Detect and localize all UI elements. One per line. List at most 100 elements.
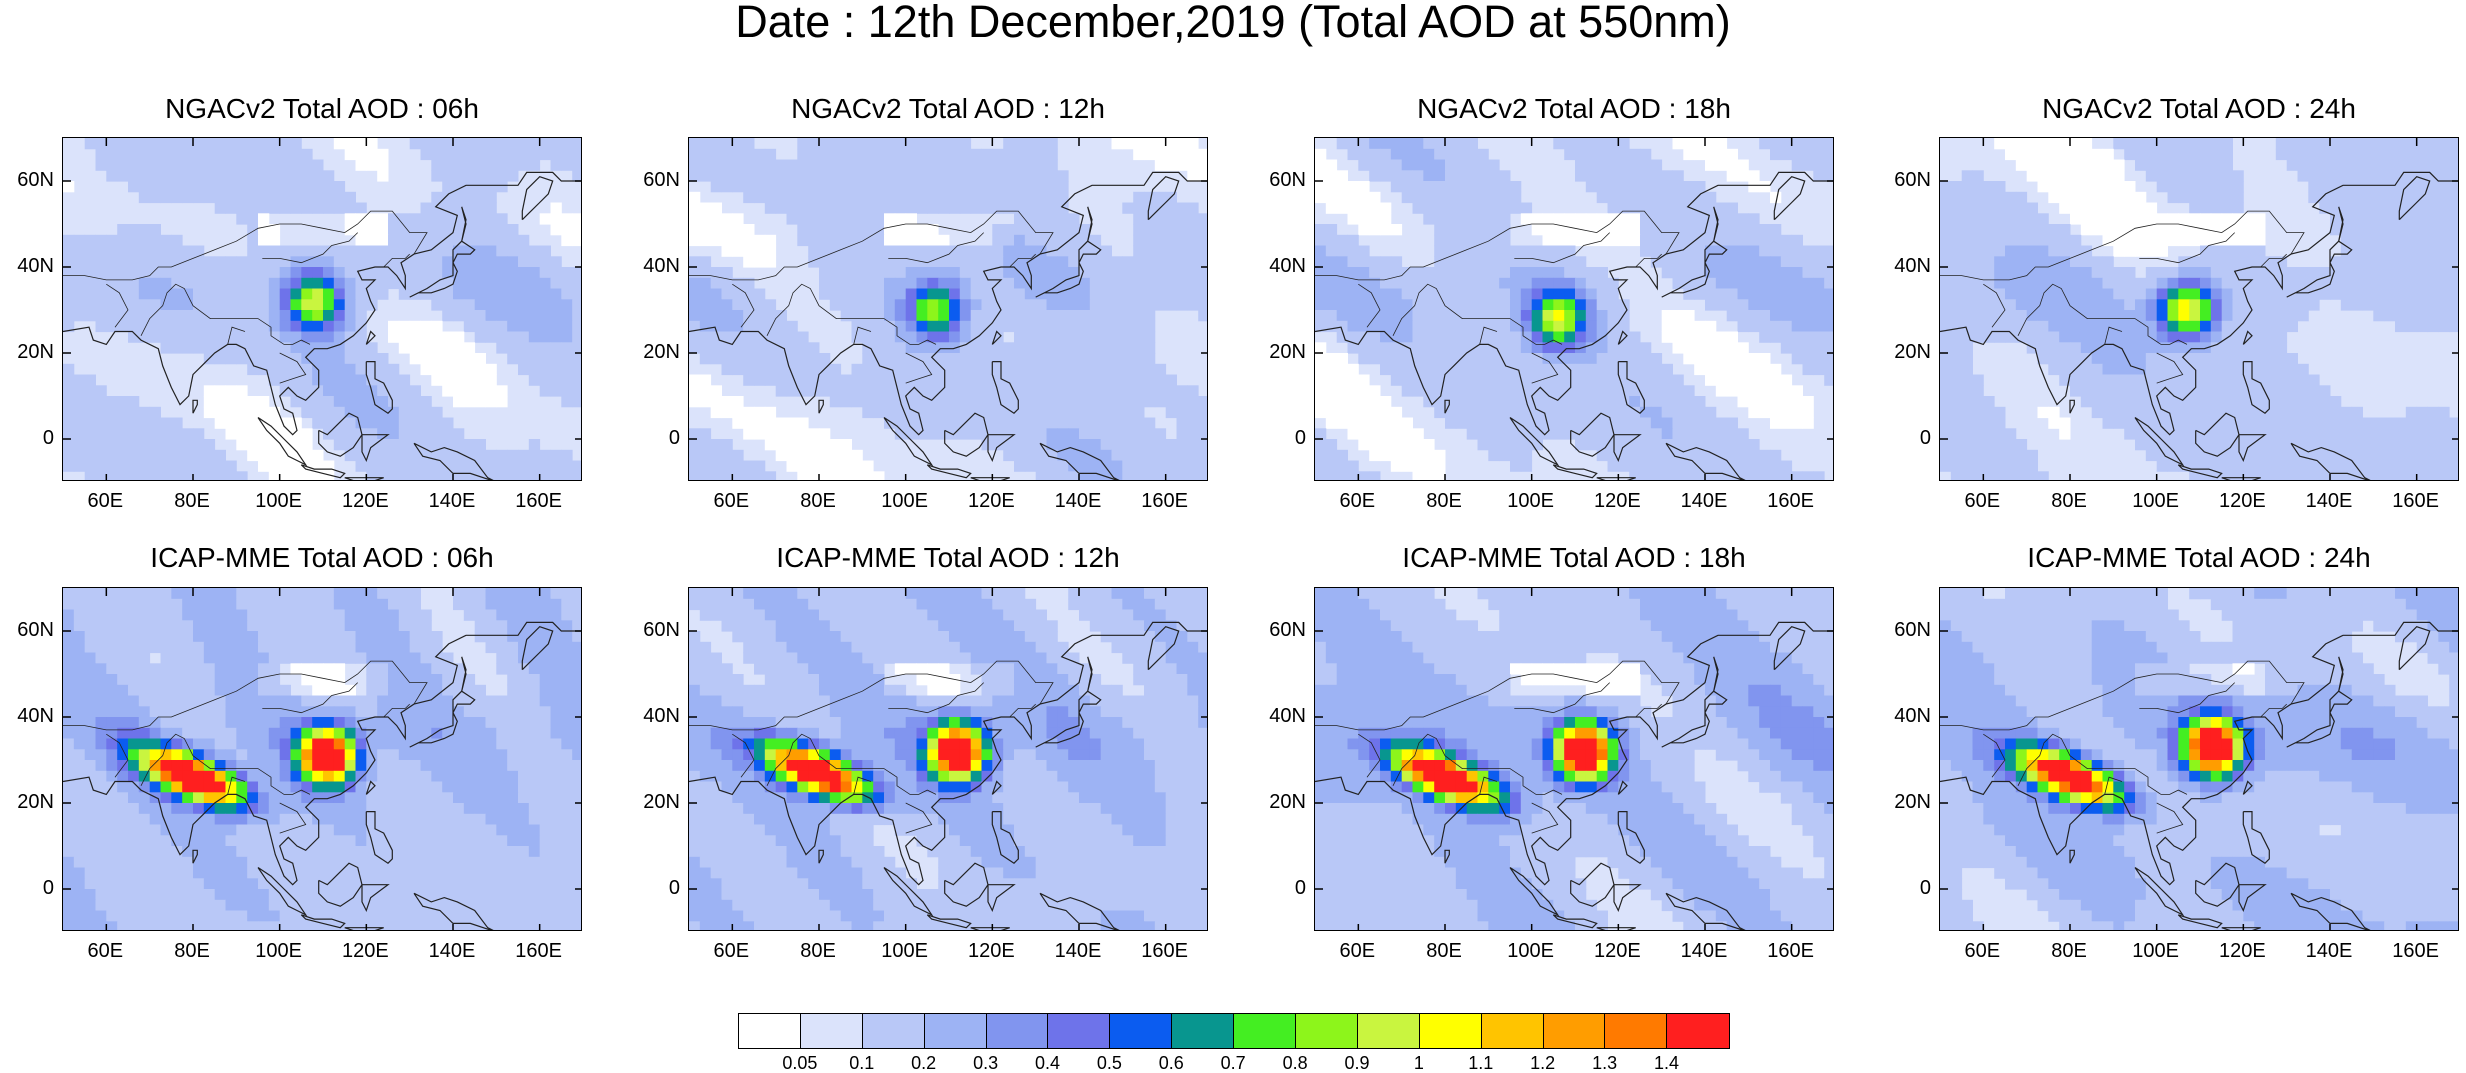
aod-cell	[2146, 170, 2157, 181]
aod-cell	[464, 471, 475, 481]
aod-cell	[700, 256, 711, 267]
aod-cell	[1391, 170, 1402, 181]
aod-cell	[1025, 289, 1036, 300]
aod-cell	[2265, 375, 2276, 386]
aod-cell	[1510, 332, 1521, 343]
aod-cell	[1824, 256, 1834, 267]
aod-cell	[2157, 224, 2168, 235]
aod-cell	[2298, 418, 2309, 429]
aod-cell	[1337, 418, 1348, 429]
aod-cell	[2070, 235, 2081, 246]
aod-cell	[2146, 342, 2157, 353]
aod-cell	[1003, 246, 1014, 257]
aod-cell	[161, 170, 172, 181]
aod-cell	[2211, 364, 2222, 375]
aod-cell	[1358, 267, 1369, 278]
aod-cell	[496, 181, 507, 192]
aod-cell	[1003, 418, 1014, 429]
aod-cell	[1478, 224, 1489, 235]
aod-cell	[2146, 278, 2157, 289]
aod-cell	[1510, 299, 1521, 310]
aod-cell	[2363, 203, 2374, 214]
aod-cell	[551, 364, 562, 375]
aod-cell	[1553, 213, 1564, 224]
aod-cell	[722, 364, 733, 375]
aod-cell	[2395, 450, 2406, 461]
aod-cell	[960, 396, 971, 407]
aod-cell	[1025, 418, 1036, 429]
aod-cell	[700, 342, 711, 353]
aod-cell	[1348, 246, 1359, 257]
aod-cell	[873, 138, 884, 149]
aod-cell	[1770, 224, 1781, 235]
aod-cell	[2135, 289, 2146, 300]
aod-cell	[1155, 160, 1166, 171]
aod-cell	[518, 138, 529, 149]
aod-cell	[1662, 170, 1673, 181]
aod-cell	[2384, 181, 2395, 192]
aod-cell	[841, 471, 852, 481]
aod-cell	[182, 192, 193, 203]
aod-cell	[1467, 396, 1478, 407]
aod-cell	[1358, 246, 1369, 257]
aod-cell	[906, 278, 917, 289]
aod-cell	[1651, 396, 1662, 407]
aod-cell	[1597, 181, 1608, 192]
aod-cell	[63, 278, 74, 289]
aod-cell	[765, 353, 776, 364]
aod-cell	[1940, 353, 1951, 364]
aod-cell	[1575, 418, 1586, 429]
aod-cell	[431, 321, 442, 332]
aod-cell	[1488, 375, 1499, 386]
aod-cell	[927, 203, 938, 214]
aod-cell	[1510, 450, 1521, 461]
aod-cell	[215, 418, 226, 429]
aod-cell	[464, 375, 475, 386]
aod-cell	[1380, 224, 1391, 235]
aod-cell	[949, 256, 960, 267]
aod-cell	[1940, 332, 1951, 343]
aod-cell	[1792, 256, 1803, 267]
aod-cell	[873, 278, 884, 289]
aod-cell	[2363, 450, 2374, 461]
aod-cell	[2428, 471, 2439, 481]
aod-cell	[2222, 213, 2233, 224]
aod-cell	[700, 321, 711, 332]
aod-cell	[841, 203, 852, 214]
aod-cell	[2352, 428, 2363, 439]
aod-cell	[258, 396, 269, 407]
aod-cell	[971, 299, 982, 310]
aod-cell	[388, 396, 399, 407]
aod-cell	[507, 321, 518, 332]
aod-cell	[787, 170, 798, 181]
aod-cell	[2319, 160, 2330, 171]
aod-cell	[2189, 407, 2200, 418]
aod-cell	[1521, 461, 1532, 472]
aod-cell	[2265, 278, 2276, 289]
aod-cell	[1003, 385, 1014, 396]
aod-cell	[2059, 418, 2070, 429]
aod-cell	[1133, 256, 1144, 267]
aod-cell	[323, 461, 334, 472]
aod-cell	[711, 138, 722, 149]
aod-cell	[388, 213, 399, 224]
aod-cell	[873, 332, 884, 343]
aod-cell	[1348, 321, 1359, 332]
aod-cell	[291, 181, 302, 192]
aod-cell	[1101, 353, 1112, 364]
aod-cell	[356, 364, 367, 375]
aod-cell	[2146, 353, 2157, 364]
aod-cell	[982, 321, 993, 332]
aod-cell	[2178, 160, 2189, 171]
aod-cell	[1112, 461, 1123, 472]
aod-cell	[1951, 235, 1962, 246]
aod-cell	[2211, 246, 2222, 257]
aod-cell	[1770, 385, 1781, 396]
aod-cell	[204, 181, 215, 192]
aod-cell	[1673, 461, 1684, 472]
aod-cell	[561, 213, 572, 224]
aod-cell	[971, 353, 982, 364]
aod-cell	[1683, 246, 1694, 257]
aod-cell	[1434, 213, 1445, 224]
aod-cell	[1994, 299, 2005, 310]
